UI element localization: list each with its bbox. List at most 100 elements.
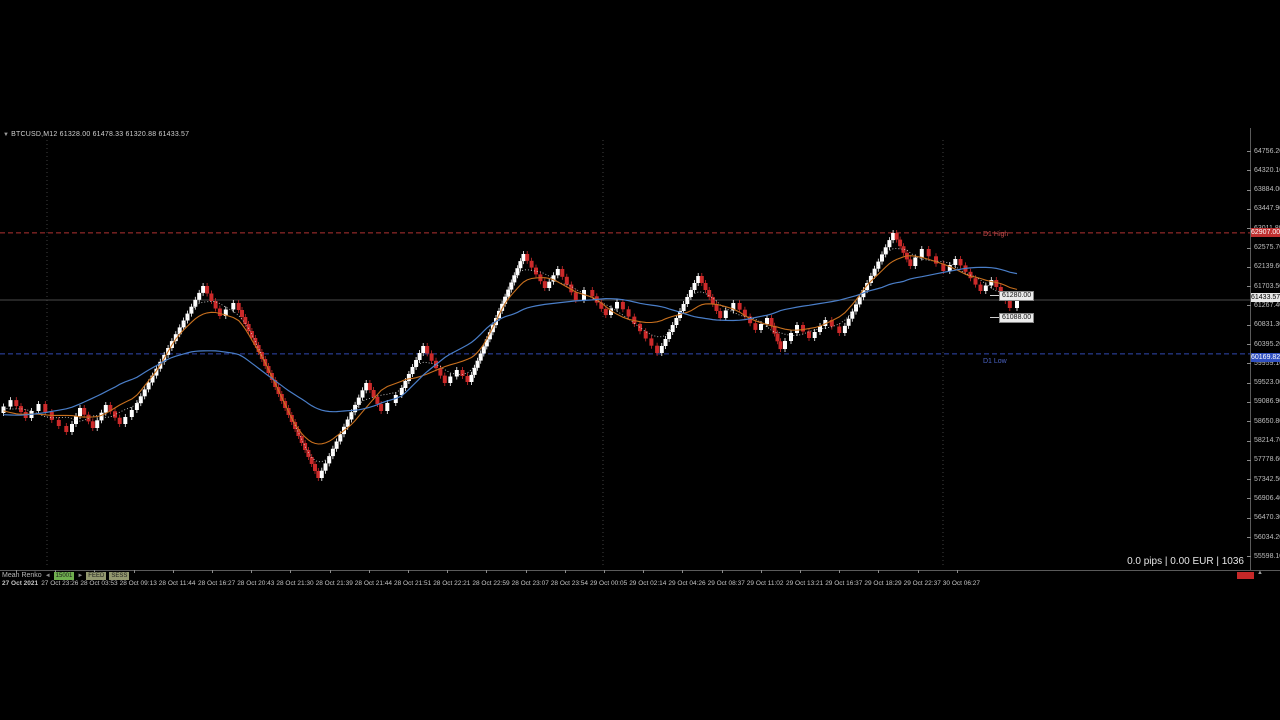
- time-axis-label: 29 Oct 00:05: [590, 580, 628, 587]
- time-axis-tick: [800, 570, 801, 573]
- tab-scroll-right-icon[interactable]: ►: [77, 572, 84, 579]
- time-axis-label: 28 Oct 22:59: [472, 580, 510, 587]
- tab-mean-renko[interactable]: Mean Renko: [2, 572, 42, 579]
- trade-status-text: 0.0 pips | 0.00 EUR | 1036: [1127, 556, 1244, 567]
- price-axis-tick: [1247, 151, 1251, 152]
- time-axis-label: 28 Oct 09:13: [119, 580, 157, 587]
- time-axis-tick: [643, 570, 645, 573]
- time-axis-label: 28 Oct 21:39: [315, 580, 353, 587]
- price-axis-label: 56470.30: [1254, 514, 1280, 522]
- time-axis-label: 28 Oct 16:27: [198, 580, 236, 587]
- price-axis-border: [1250, 128, 1251, 570]
- price-axis-label: 57342.50: [1254, 475, 1280, 483]
- price-axis-tick: [1247, 363, 1251, 365]
- time-axis-label: 28 Oct 11:44: [158, 580, 196, 587]
- price-axis-tick: [1247, 208, 1251, 210]
- price-axis-tick: [1247, 286, 1251, 288]
- tab-highlighted[interactable]: 15001: [53, 571, 75, 580]
- price-axis-tick: [1247, 305, 1251, 307]
- chart-tabs-bar: Mean Renko ◄ 15001 ► FEED SESS: [2, 571, 130, 580]
- price-axis-tick: [1247, 498, 1251, 500]
- time-axis-label: 29 Oct 16:37: [825, 580, 863, 587]
- time-axis-tick: [839, 570, 841, 573]
- time-axis-tick: [682, 570, 684, 573]
- price-axis-label: 58214.70: [1254, 437, 1280, 444]
- chart-menu-icon[interactable]: ▼: [3, 132, 10, 138]
- d1-low-label: D1 Low: [983, 358, 1007, 365]
- time-axis-label: 29 Oct 11:02: [746, 580, 784, 587]
- price-axis-tick: [1247, 247, 1251, 249]
- time-axis-tick: [760, 570, 762, 573]
- price-axis-label: 57778.60: [1254, 456, 1280, 464]
- price-axis-label: 56034.20: [1254, 533, 1280, 541]
- price-axis-tick: [1247, 401, 1251, 403]
- candlestick-chart[interactable]: [0, 128, 1250, 570]
- scroll-to-end-icon[interactable]: ▲: [1257, 570, 1263, 576]
- d1-high-label: D1 High: [983, 231, 1009, 238]
- d1-high-price-marker: 62907.00: [1251, 228, 1280, 237]
- time-axis-tick: [408, 570, 409, 573]
- price-axis-label: 56906.40: [1254, 494, 1280, 502]
- chart-title-text: BTCUSD,M12 61328.00 61478.33 61320.88 61…: [11, 131, 190, 138]
- scroll-end-marker[interactable]: [1237, 572, 1254, 579]
- price-axis-label: 59523.00: [1254, 379, 1280, 387]
- time-axis-border: [0, 570, 1280, 571]
- time-axis-label: 29 Oct 18:29: [864, 580, 902, 587]
- price-axis-label: 62139.60: [1254, 263, 1280, 271]
- time-axis-tick: [172, 570, 174, 573]
- time-axis-tick: [878, 570, 880, 573]
- price-axis-label: 59086.90: [1254, 398, 1280, 406]
- time-axis-label: 29 Oct 13:21: [786, 580, 824, 587]
- time-axis-tick: [486, 570, 488, 573]
- time-axis-label: 28 Oct 22:21: [433, 580, 471, 587]
- time-axis-tick: [329, 570, 331, 573]
- tab-sess[interactable]: SESS: [109, 571, 130, 580]
- time-axis-label: 27 Oct 23:26: [41, 580, 79, 587]
- slow-ma: [3, 266, 1018, 416]
- time-axis-label: 28 Oct 21:30: [276, 580, 314, 587]
- time-axis-label: 30 Oct 06:27: [942, 580, 981, 587]
- time-axis-tick: [368, 570, 370, 573]
- time-axis-label: 28 Oct 23:07: [511, 580, 549, 587]
- price-axis-label: 60831.30: [1254, 321, 1280, 329]
- price-axis-label: 59959.10: [1254, 359, 1280, 367]
- price-axis-label: 62575.70: [1254, 244, 1280, 251]
- time-axis-label: 29 Oct 22:37: [903, 580, 941, 587]
- order-label-tail: [990, 317, 999, 318]
- time-axis-label: 28 Oct 23:54: [550, 580, 589, 587]
- current-price-marker: 61433.57: [1251, 293, 1280, 302]
- time-axis-label: 27 Oct 2021: [2, 580, 39, 587]
- price-axis-tick: [1247, 556, 1251, 558]
- price-axis-tick: [1247, 344, 1251, 345]
- time-axis-tick: [721, 570, 723, 573]
- time-axis-tick: [133, 570, 135, 573]
- medium-ma: [3, 255, 1018, 445]
- time-axis-label: 28 Oct 20:43: [237, 580, 275, 587]
- d1-low-price-marker: 60169.82: [1251, 353, 1280, 362]
- time-axis-label: 28 Oct 03:53: [80, 580, 118, 587]
- fast-ma-dotted: [3, 248, 1018, 463]
- price-axis-tick: [1247, 421, 1251, 423]
- price-axis-tick: [1247, 440, 1251, 442]
- time-axis-label: 29 Oct 04:26: [668, 580, 706, 587]
- price-axis-tick: [1247, 517, 1251, 519]
- time-axis-tick: [251, 570, 253, 573]
- price-axis-tick: [1247, 459, 1251, 461]
- tab-feed[interactable]: FEED: [86, 571, 107, 580]
- order-price-label-1[interactable]: 61280.00: [999, 291, 1035, 301]
- time-axis-label: 29 Oct 08:37: [707, 580, 745, 587]
- time-axis-label: 28 Oct 21:51: [394, 580, 432, 587]
- time-axis-tick: [212, 570, 213, 573]
- price-axis-tick: [1247, 537, 1251, 538]
- price-axis-label: 64756.20: [1254, 147, 1280, 155]
- tab-scroll-left-icon[interactable]: ◄: [44, 572, 51, 579]
- order-price-label-2[interactable]: 61088.00: [999, 313, 1035, 323]
- chart-title: ▼ BTCUSD,M12 61328.00 61478.33 61320.88 6…: [3, 131, 189, 138]
- time-axis-label: 28 Oct 21:44: [354, 580, 393, 587]
- time-axis-tick: [564, 570, 566, 573]
- price-axis-label: 61267.40: [1254, 301, 1280, 309]
- time-axis-tick: [917, 570, 919, 573]
- price-axis-label: 64320.10: [1254, 166, 1280, 174]
- time-axis-tick: [956, 570, 958, 573]
